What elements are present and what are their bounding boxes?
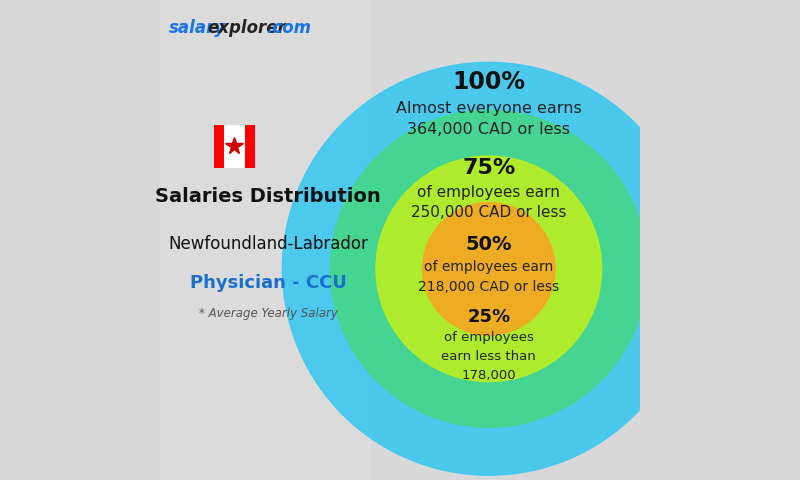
- Text: Newfoundland-Labrador: Newfoundland-Labrador: [168, 235, 368, 253]
- Text: Almost everyone earns: Almost everyone earns: [396, 100, 582, 116]
- Text: explorer: explorer: [207, 19, 286, 37]
- Text: 50%: 50%: [466, 235, 512, 254]
- Circle shape: [376, 156, 602, 382]
- Text: 250,000 CAD or less: 250,000 CAD or less: [411, 204, 566, 220]
- Text: of employees earn: of employees earn: [424, 260, 554, 275]
- Text: * Average Yearly Salary: * Average Yearly Salary: [198, 307, 338, 320]
- Bar: [214, 125, 254, 168]
- Bar: [214, 125, 224, 168]
- Text: Physician - CCU: Physician - CCU: [190, 274, 346, 291]
- Text: .com: .com: [266, 19, 311, 37]
- Text: 75%: 75%: [462, 158, 515, 178]
- Text: Salaries Distribution: Salaries Distribution: [155, 187, 381, 206]
- Text: 364,000 CAD or less: 364,000 CAD or less: [407, 122, 570, 137]
- Text: salary: salary: [169, 19, 226, 37]
- Circle shape: [282, 62, 695, 475]
- Text: 100%: 100%: [452, 70, 526, 94]
- Bar: [245, 125, 254, 168]
- Text: of employees earn: of employees earn: [418, 184, 560, 200]
- Circle shape: [422, 203, 555, 335]
- Text: 25%: 25%: [467, 308, 510, 326]
- Text: of employees: of employees: [444, 331, 534, 344]
- Text: earn less than: earn less than: [442, 349, 536, 363]
- Text: 178,000: 178,000: [462, 369, 516, 382]
- FancyBboxPatch shape: [160, 0, 371, 480]
- Circle shape: [330, 110, 647, 427]
- Text: 218,000 CAD or less: 218,000 CAD or less: [418, 280, 559, 294]
